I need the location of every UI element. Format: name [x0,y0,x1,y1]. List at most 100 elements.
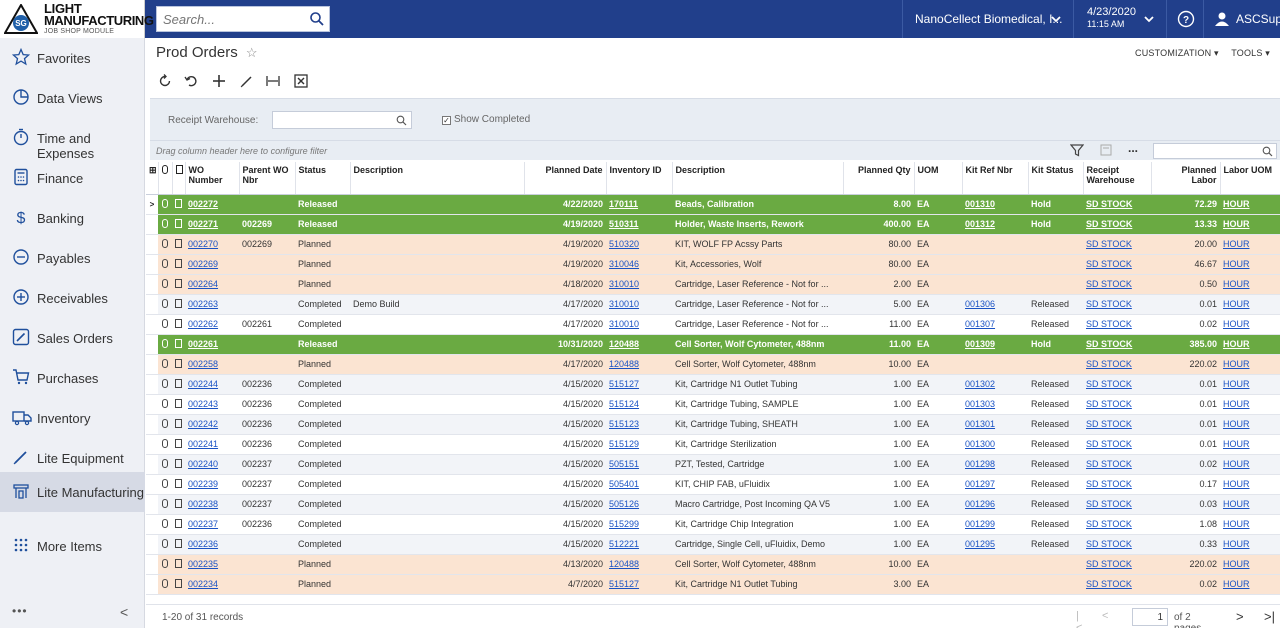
labor-uom-link-text[interactable]: HOUR [1223,399,1250,409]
receipt-warehouse-field[interactable] [272,111,412,129]
receipt-warehouse-link[interactable]: SD STOCK [1083,314,1151,335]
kit-ref-link[interactable]: 001309 [962,334,1028,355]
table-row[interactable]: 002242 002236 Completed 4/15/2020 515123 Kit,… [146,414,1280,435]
row-selector[interactable] [146,534,158,555]
inventory-id-link[interactable]: 170111 [606,194,672,215]
col-inventory-description[interactable]: Description [672,162,844,195]
row-selector[interactable] [146,374,158,395]
kit-ref-link[interactable]: 001306 [962,294,1028,315]
sidebar-item-receivables[interactable]: Receivables [0,278,145,318]
export-excel-button[interactable] [292,72,312,92]
note-icon[interactable] [172,254,185,275]
labor-uom-link-text[interactable]: HOUR [1223,559,1250,569]
kit-ref-link-text[interactable]: 001301 [965,419,996,429]
wo-number-link-text[interactable]: 002237 [188,519,219,529]
note-icon[interactable] [172,474,185,495]
col-uom[interactable]: UOM [914,162,963,195]
next-page-button[interactable]: > [1236,609,1244,624]
search-icon[interactable] [396,115,407,126]
attachment-icon[interactable] [158,354,172,375]
attachment-icon[interactable] [158,394,172,415]
col-wo-number[interactable]: WO Number [185,162,240,195]
row-selector[interactable] [146,394,158,415]
row-selector[interactable] [146,454,158,475]
receipt-warehouse-link[interactable]: SD STOCK [1083,454,1151,475]
wo-number-link[interactable]: 002242 [185,414,239,435]
labor-uom-link-text[interactable]: HOUR [1223,239,1250,249]
search-icon[interactable] [1262,146,1273,157]
add-button[interactable] [210,72,230,92]
receipt-warehouse-link[interactable]: SD STOCK [1083,194,1151,215]
kit-ref-link[interactable]: 001310 [962,194,1028,215]
kit-ref-link[interactable] [962,554,1028,575]
note-icon[interactable] [172,574,185,595]
labor-uom-link[interactable]: HOUR [1220,514,1280,535]
sidebar-item-lite-equipment[interactable]: Lite Equipment [0,438,145,478]
grid-search-field[interactable] [1153,143,1277,159]
sidebar-item-finance[interactable]: Finance [0,158,145,198]
row-selector[interactable] [146,254,158,275]
receipt-warehouse-link[interactable]: SD STOCK [1083,254,1151,275]
row-selector[interactable] [146,414,158,435]
favorite-star-icon[interactable]: ☆ [245,45,258,60]
note-icon[interactable] [172,534,185,555]
labor-uom-link[interactable]: HOUR [1220,554,1280,575]
inventory-id-link[interactable]: 515124 [606,394,672,415]
attachment-icon[interactable] [158,214,172,235]
wo-number-link-text[interactable]: 002238 [188,499,219,509]
inventory-id-link[interactable]: 510320 [606,234,672,255]
sidebar-item-data-views[interactable]: Data Views [0,78,145,118]
wo-number-link-text[interactable]: 002243 [188,399,219,409]
receipt-warehouse-link-text[interactable]: SD STOCK [1086,239,1132,249]
inventory-id-link-text[interactable]: 515127 [609,579,640,589]
labor-uom-link[interactable]: HOUR [1220,414,1280,435]
inventory-id-link-text[interactable]: 515299 [609,519,640,529]
table-row[interactable]: 002258 Planned 4/17/2020 120488 Cell Sorter,… [146,354,1280,375]
inventory-id-link[interactable]: 310046 [606,254,672,275]
user-menu[interactable]: ASCSupp [1206,0,1280,38]
inventory-id-link[interactable]: 120488 [606,554,672,575]
wo-number-link[interactable]: 002269 [185,254,239,275]
sidebar-item-banking[interactable]: $ Banking [0,198,145,238]
sidebar-collapse-button[interactable]: < [120,604,129,620]
inventory-id-link-text[interactable]: 512221 [609,539,640,549]
attachment-icon[interactable] [158,254,172,275]
wo-number-link-text[interactable]: 002263 [188,299,219,309]
wo-number-link[interactable]: 002258 [185,354,239,375]
wo-number-link-text[interactable]: 002270 [188,239,219,249]
wo-number-link-text[interactable]: 002244 [188,379,219,389]
wo-number-link[interactable]: 002234 [185,574,239,595]
note-icon[interactable] [172,234,185,255]
col-kit-ref[interactable]: Kit Ref Nbr [962,162,1029,195]
sidebar-more-dots[interactable]: ••• [12,604,28,618]
labor-uom-link[interactable]: HOUR [1220,454,1280,475]
labor-uom-link[interactable]: HOUR [1220,354,1280,375]
wo-number-link[interactable]: 002235 [185,554,239,575]
kit-ref-link[interactable]: 001303 [962,394,1028,415]
col-receipt-warehouse[interactable]: Receipt Warehouse [1083,162,1152,195]
kit-ref-link-text[interactable]: 001296 [965,499,996,509]
wo-number-link[interactable]: 002264 [185,274,239,295]
inventory-id-link-text[interactable]: 515127 [609,379,640,389]
row-selector[interactable] [146,494,158,515]
col-status[interactable]: Status [295,162,351,195]
kit-ref-link[interactable]: 001299 [962,514,1028,535]
sidebar-item-sales-orders[interactable]: Sales Orders [0,318,145,358]
row-selector[interactable]: > [146,194,158,215]
receipt-warehouse-link[interactable]: SD STOCK [1083,514,1151,535]
business-date[interactable]: 4/23/2020 11:15 AM [1075,0,1167,38]
note-icon[interactable] [172,374,185,395]
receipt-warehouse-link[interactable]: SD STOCK [1083,234,1151,255]
receipt-warehouse-link-text[interactable]: SD STOCK [1086,259,1132,269]
wo-number-link-text[interactable]: 002261 [188,339,219,349]
table-row[interactable]: 002262 002261 Completed 4/17/2020 310010 Cart… [146,314,1280,335]
col-planned-qty[interactable]: Planned Qty [843,162,915,195]
wo-number-link-text[interactable]: 002258 [188,359,219,369]
note-icon[interactable] [172,554,185,575]
kit-ref-link[interactable]: 001296 [962,494,1028,515]
labor-uom-link-text[interactable]: HOUR [1223,259,1250,269]
row-selector[interactable] [146,314,158,335]
inventory-id-link[interactable]: 310010 [606,294,672,315]
table-row[interactable]: >002272 Released 4/22/2020 170111 Beads, Cal… [146,194,1280,215]
col-inventory-id[interactable]: Inventory ID [606,162,673,195]
